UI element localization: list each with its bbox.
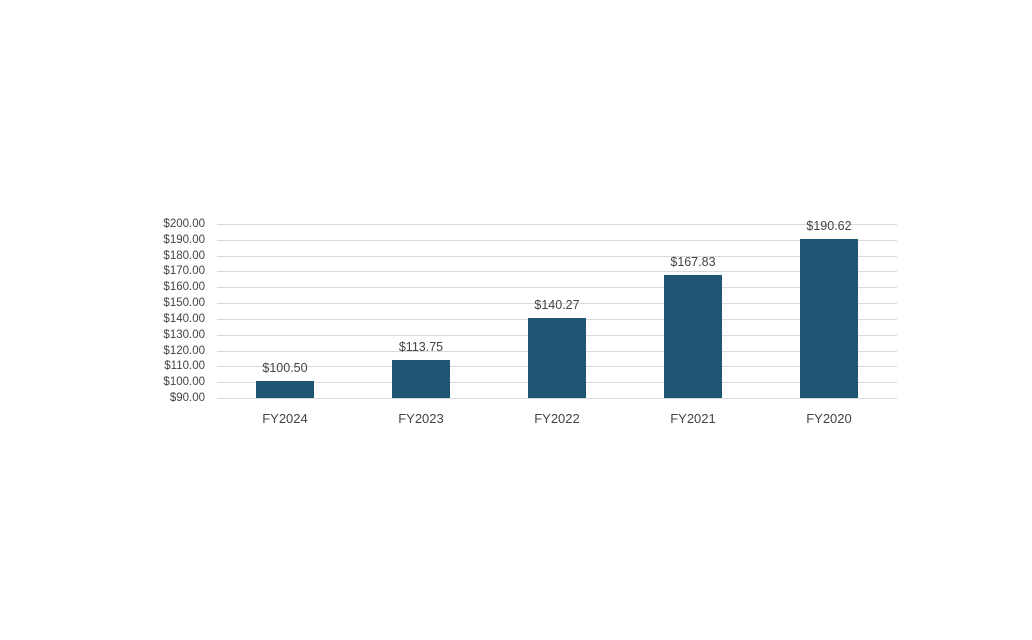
bar-fy2022 xyxy=(528,318,586,398)
bar-fy2021 xyxy=(664,275,722,398)
y-axis-tick-label: $100.00 xyxy=(163,376,205,388)
bar-fy2024 xyxy=(256,381,314,398)
y-axis-tick-label: $110.00 xyxy=(164,360,205,372)
data-label-fy2024: $100.50 xyxy=(262,361,308,375)
y-axis-tick-label: $160.00 xyxy=(163,281,205,293)
gridline xyxy=(217,398,897,399)
x-axis-category-label-fy2022: FY2022 xyxy=(534,411,580,426)
data-label-fy2021: $167.83 xyxy=(670,255,716,269)
data-label-fy2022: $140.27 xyxy=(534,298,580,312)
y-axis-tick-label: $190.00 xyxy=(163,234,205,246)
data-label-fy2023: $113.75 xyxy=(398,340,444,354)
y-axis-tick-label: $180.00 xyxy=(163,250,205,262)
y-axis-tick-label: $150.00 xyxy=(163,297,205,309)
gridline xyxy=(217,224,897,225)
bar-fy2023 xyxy=(392,360,450,398)
gridline xyxy=(217,240,897,241)
gridline xyxy=(217,256,897,257)
bar-fy2020 xyxy=(800,239,858,398)
y-axis-tick-label: $90.00 xyxy=(169,392,205,404)
x-axis-category-label-fy2020: FY2020 xyxy=(806,411,852,426)
y-axis-tick-label: $120.00 xyxy=(163,345,205,357)
data-label-fy2020: $190.62 xyxy=(806,219,852,233)
gridline xyxy=(217,303,897,304)
y-axis-tick-label: $140.00 xyxy=(163,313,205,325)
x-axis-category-label-fy2021: FY2021 xyxy=(670,411,716,426)
x-axis-category-label-fy2024: FY2024 xyxy=(262,411,308,426)
gridline xyxy=(217,287,897,288)
x-axis-category-label-fy2023: FY2023 xyxy=(398,411,444,426)
y-axis-tick-label: $200.00 xyxy=(163,218,205,230)
y-axis-tick-label: $170.00 xyxy=(163,265,205,277)
y-axis-tick-label: $130.00 xyxy=(163,329,205,341)
gridline xyxy=(217,271,897,272)
